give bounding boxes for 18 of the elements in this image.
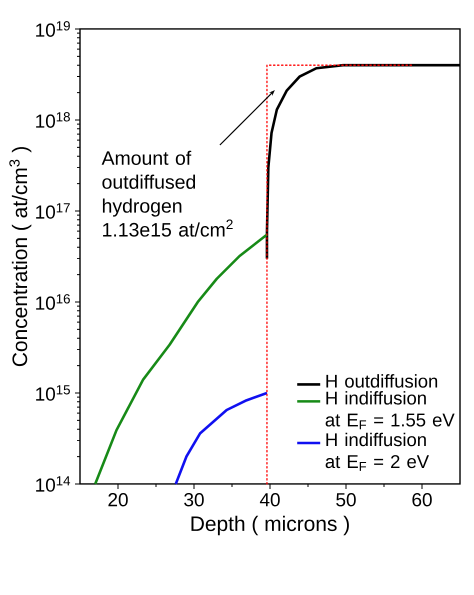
x-tick-label: 50: [336, 492, 356, 506]
x-tick-label: 40: [260, 492, 280, 506]
legend-label: H indiffusion at E$_{F}$ = 2 eV: [326, 432, 429, 471]
x-tick-label: 30: [184, 492, 204, 506]
x-axis-title: Depth ( microns ): [192, 516, 349, 536]
y-tick-label: 10$^{14}$: [36, 476, 70, 492]
legend-label: H indiffusion at E$_{F}$ = 1.55 eV: [326, 391, 455, 430]
y-tick-label: 10$^{16}$: [36, 294, 70, 310]
x-tick-label: 20: [108, 492, 128, 506]
y-tick-label: 10$^{15}$: [36, 385, 70, 401]
y-tick-label: 10$^{17}$: [36, 203, 70, 219]
x-tick-label: 60: [412, 492, 432, 506]
y-tick-label: 10$^{19}$: [36, 21, 70, 37]
annotation: Amount of outdiffused hydrogen 1.13e15 at/cm$^{2}$: [102, 150, 233, 237]
line-series: [174, 392, 268, 486]
legend-label: H outdiffusion: [326, 374, 438, 388]
y-axis-title: Concentration ( at/cm$^{3}$ ): [9, 147, 32, 366]
y-tick-label: 10$^{18}$: [36, 112, 70, 128]
